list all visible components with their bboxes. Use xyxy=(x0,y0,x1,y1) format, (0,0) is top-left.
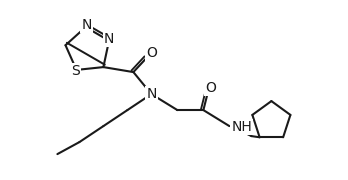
Text: O: O xyxy=(146,46,157,60)
Text: N: N xyxy=(104,32,114,46)
Text: N: N xyxy=(146,87,157,101)
Text: S: S xyxy=(71,64,80,78)
Text: NH: NH xyxy=(231,120,252,134)
Text: O: O xyxy=(205,81,216,95)
Text: N: N xyxy=(81,18,92,32)
